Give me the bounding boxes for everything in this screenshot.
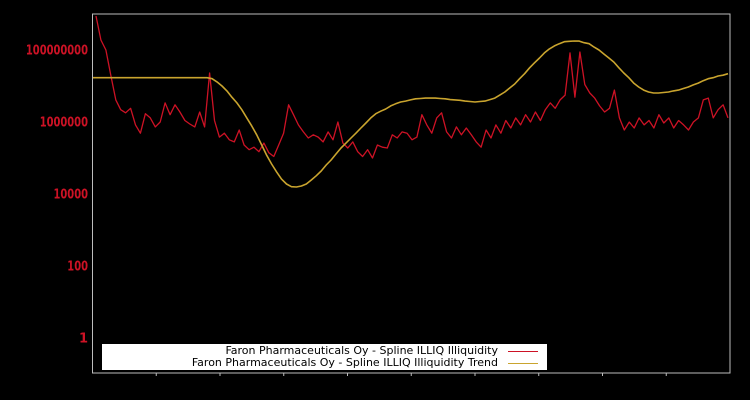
legend-label-trend: Faron Pharmaceuticals Oy - Spline ILLIQ … — [191, 356, 498, 369]
legend-label-illiquidity: Faron Pharmaceuticals Oy - Spline ILLIQ … — [225, 344, 498, 357]
illiquidity-series-line — [95, 15, 729, 159]
trend-line-swatch — [508, 362, 538, 364]
legend: Faron Pharmaceuticals Oy - Spline ILLIQ … — [102, 344, 547, 370]
y-axis-tick-label: 1000000 — [40, 116, 88, 131]
legend-item-trend: Faron Pharmaceuticals Oy - Spline ILLIQ … — [102, 357, 547, 369]
y-axis-tick-label: 10000 — [54, 188, 89, 203]
trend-series-line — [93, 40, 729, 188]
plot-border — [92, 13, 731, 374]
illiquidity-line-swatch — [508, 350, 538, 352]
y-axis-tick-label: 100000000 — [26, 44, 88, 59]
legend-item-illiquidity: Faron Pharmaceuticals Oy - Spline ILLIQ … — [102, 345, 547, 357]
y-axis-tick-label: 100 — [67, 260, 88, 275]
y-axis-tick-label: 1 — [79, 332, 88, 347]
